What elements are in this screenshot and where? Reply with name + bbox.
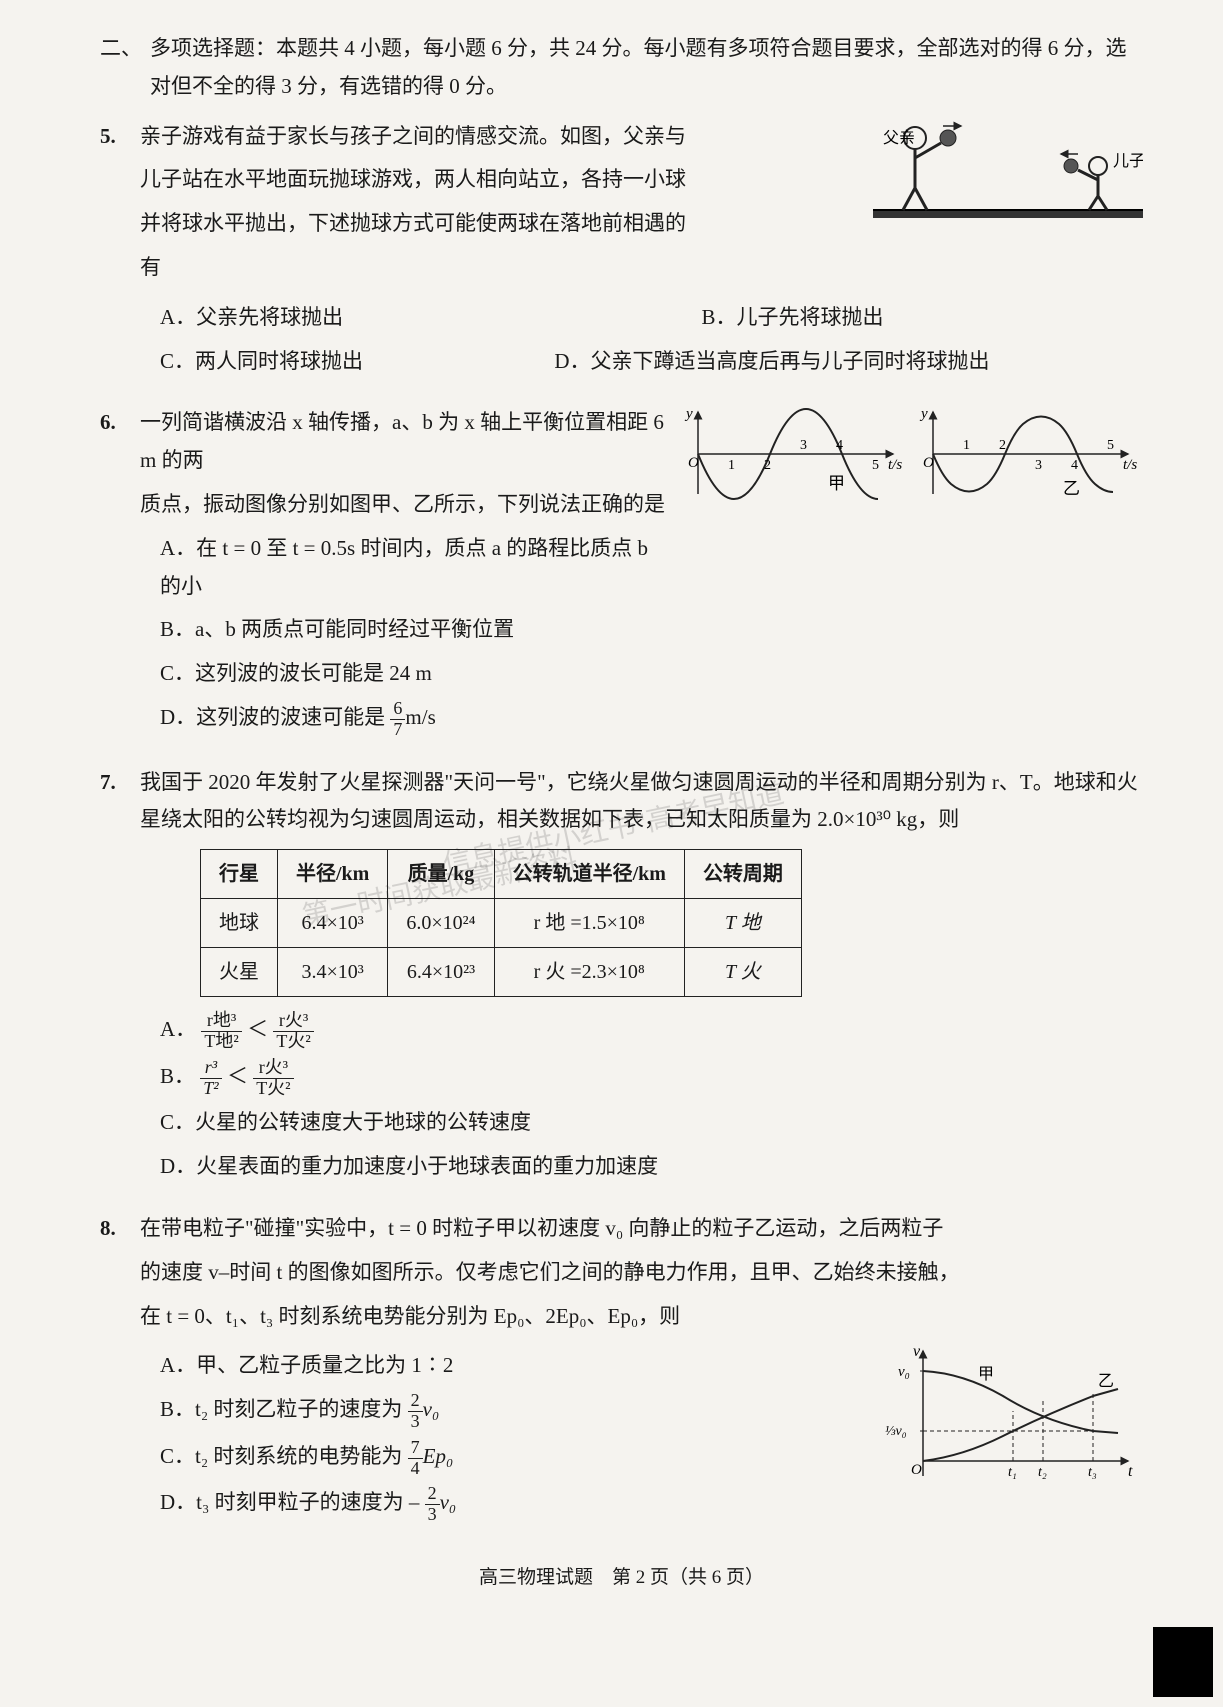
q7-option-c: C．火星的公转速度大于地球的公转速度: [140, 1104, 1143, 1142]
q7-optA-label: A．: [160, 1017, 196, 1041]
q6-number: 6.: [100, 404, 140, 745]
section-number: 二、: [100, 30, 150, 106]
table-row: 地球 6.4×10³ 6.0×10²⁴ r 地 =1.5×10⁸ T 地: [201, 899, 802, 948]
page-footer: 高三物理试题 第 2 页（共 6 页）: [100, 1561, 1143, 1595]
q8-t1-label: t₁: [1008, 1465, 1017, 1480]
q7-earth-1: 6.4×10³: [278, 899, 388, 948]
q6-option-c: C．这列波的波长可能是 24 m: [140, 655, 668, 693]
svg-text:O: O: [688, 455, 699, 471]
q6-text-line1: 一列简谐横波沿 x 轴传播，a、b 为 x 轴上平衡位置相距 6 m 的两: [140, 404, 668, 480]
q8-y-label: v: [913, 1343, 921, 1360]
q5-text-line1: 亲子游戏有益于家长与孩子之间的情感交流。如图，父亲与: [140, 118, 863, 156]
q6-optD-den: 7: [390, 720, 405, 740]
q6-optD-num: 6: [390, 699, 405, 720]
svg-text:1: 1: [728, 458, 735, 473]
question-6: 6. 一列简谐横波沿 x 轴传播，a、b 为 x 轴上平衡位置相距 6 m 的两…: [100, 404, 1143, 745]
q5-son-label: 儿子: [1113, 152, 1143, 170]
q7-table: 行星 半径/km 质量/kg 公转轨道半径/km 公转周期 地球 6.4×10³…: [200, 849, 802, 997]
q7-earth-4: T 地: [684, 899, 801, 948]
q6-option-a: A．在 t = 0 至 t = 0.5s 时间内，质点 a 的路程比质点 b 的…: [140, 530, 668, 606]
q7-mars-1: 3.4×10³: [278, 948, 388, 997]
q7-mars-2: 6.4×10²³: [388, 948, 494, 997]
q7-optB-label: B．: [160, 1064, 195, 1088]
q7-th-2: 质量/kg: [388, 850, 494, 899]
svg-text:1: 1: [963, 438, 970, 453]
svg-text:2: 2: [999, 438, 1006, 453]
svg-text:2: 2: [764, 458, 771, 473]
q6-jia-x-label: t/s: [888, 457, 902, 473]
q5-option-b: B．儿子先将球抛出: [682, 299, 1144, 337]
question-5: 5. 亲子游戏有益于家长与孩子之间的情感交流。如图，父亲与 儿子站在水平地面玩抛…: [100, 118, 1143, 387]
q6-jia-label: 甲: [828, 474, 845, 493]
q8-option-b: B．t₂ 时刻乙粒子的速度为 23v₀: [140, 1391, 873, 1432]
q8-v0-label: v₀: [898, 1364, 910, 1380]
q6-option-d: D．这列波的波速可能是 67m/s: [140, 699, 668, 740]
q7-earth-2: 6.0×10²⁴: [388, 899, 494, 948]
q6-option-b: B．a、b 两质点可能同时经过平衡位置: [140, 611, 668, 649]
q5-text-line2: 儿子站在水平地面玩抛球游戏，两人相向站立，各持一小球: [140, 161, 863, 199]
q6-yi-y-label: y: [919, 406, 928, 422]
q6-jia-y-label: y: [684, 406, 693, 422]
q6-yi-label: 乙: [1063, 479, 1080, 498]
svg-text:5: 5: [872, 458, 879, 473]
q8-jia-label: 甲: [978, 1366, 994, 1383]
q7-mars-0: 火星: [201, 948, 278, 997]
q8-text-line2: 的速度 v–时间 t 的图像如图所示。仅考虑它们之间的静电力作用，且甲、乙始终未…: [140, 1254, 1143, 1292]
svg-text:O: O: [923, 455, 934, 471]
svg-text:3: 3: [800, 438, 807, 453]
q7-option-a: A． r地³T地² ＜ r火³T火²: [140, 1011, 1143, 1052]
q7-earth-0: 地球: [201, 899, 278, 948]
q6-optD-post: m/s: [405, 705, 435, 729]
q5-option-a: A．父亲先将球抛出: [140, 299, 602, 337]
section-header: 二、 多项选择题：本题共 4 小题，每小题 6 分，共 24 分。每小题有多项符…: [100, 30, 1143, 106]
q7-th-0: 行星: [201, 850, 278, 899]
q7-earth-3: r 地 =1.5×10⁸: [494, 899, 684, 948]
q5-text-line4: 有: [140, 249, 863, 287]
svg-text:4: 4: [836, 438, 843, 453]
q8-option-d: D．t₃ 时刻甲粒子的速度为 – 23v₀: [140, 1484, 873, 1525]
q6-chart-jia: y O t/s 1 2 3 4 5 甲: [678, 404, 908, 504]
q5-option-d: D．父亲下蹲适当高度后再与儿子同时将球抛出: [534, 343, 1143, 381]
q8-number: 8.: [100, 1210, 140, 1531]
q6-yi-x-label: t/s: [1123, 457, 1137, 473]
svg-text:4: 4: [1071, 458, 1078, 473]
q8-option-a: A．甲、乙粒子质量之比为 1∶2: [140, 1347, 873, 1385]
section-title: 多项选择题：本题共 4 小题，每小题 6 分，共 24 分。每小题有多项符合题目…: [150, 30, 1143, 106]
q7-option-d: D．火星表面的重力加速度小于地球表面的重力加速度: [140, 1148, 1143, 1186]
q8-t3-label: t₃: [1088, 1465, 1097, 1480]
q5-father-label: 父亲: [883, 129, 915, 147]
q8-t2-label: t₂: [1038, 1465, 1047, 1480]
q6-text-line2: 质点，振动图像分别如图甲、乙所示，下列说法正确的是: [140, 486, 668, 524]
q5-option-c: C．两人同时将球抛出: [140, 343, 454, 381]
corner-mark: [1153, 1627, 1213, 1697]
q8-option-c: C．t₂ 时刻系统的电势能为 74Ep₀: [140, 1438, 873, 1479]
q5-figure: 父亲 儿子: [873, 118, 1143, 228]
q5-text-line3: 并将球水平抛出，下述抛球方式可能使两球在落地前相遇的: [140, 205, 863, 243]
q7-text: 我国于 2020 年发射了火星探测器"天问一号"，它绕火星做匀速圆周运动的半径和…: [140, 764, 1143, 840]
svg-text:5: 5: [1107, 438, 1114, 453]
q7-mars-4: T 火: [684, 948, 801, 997]
table-row: 火星 3.4×10³ 6.4×10²³ r 火 =2.3×10⁸ T 火: [201, 948, 802, 997]
q7-number: 7.: [100, 764, 140, 1192]
q7-option-b: B． r³T² ＜ r火³T火²: [140, 1058, 1143, 1099]
q8-text-line1: 在带电粒子"碰撞"实验中，t = 0 时粒子甲以初速度 v₀ 向静止的粒子乙运动…: [140, 1210, 1143, 1248]
q8-text-line3: 在 t = 0、t₁、t₃ 时刻系统电势能分别为 Ep₀、2Ep₀、Ep₀，则: [140, 1298, 1143, 1336]
q5-number: 5.: [100, 118, 140, 387]
q8-yi-label: 乙: [1098, 1373, 1114, 1390]
q8-third-v0-label: ⅓v₀: [885, 1424, 907, 1439]
svg-text:3: 3: [1035, 458, 1042, 473]
question-7: 7. 我国于 2020 年发射了火星探测器"天问一号"，它绕火星做匀速圆周运动的…: [100, 764, 1143, 1192]
q8-chart: v t O v₀ ⅓v₀: [883, 1341, 1143, 1501]
q7-th-4: 公转周期: [684, 850, 801, 899]
q7-th-1: 半径/km: [278, 850, 388, 899]
q6-optD-pre: D．这列波的波速可能是: [160, 705, 390, 729]
question-8: 8. 在带电粒子"碰撞"实验中，t = 0 时粒子甲以初速度 v₀ 向静止的粒子…: [100, 1210, 1143, 1531]
q7-th-3: 公转轨道半径/km: [494, 850, 684, 899]
q6-chart-yi: y O t/s 1 2 3 4 5 乙: [913, 404, 1143, 504]
q7-mars-3: r 火 =2.3×10⁸: [494, 948, 684, 997]
q8-x-label: t: [1128, 1463, 1133, 1480]
q8-origin: O: [911, 1462, 922, 1478]
